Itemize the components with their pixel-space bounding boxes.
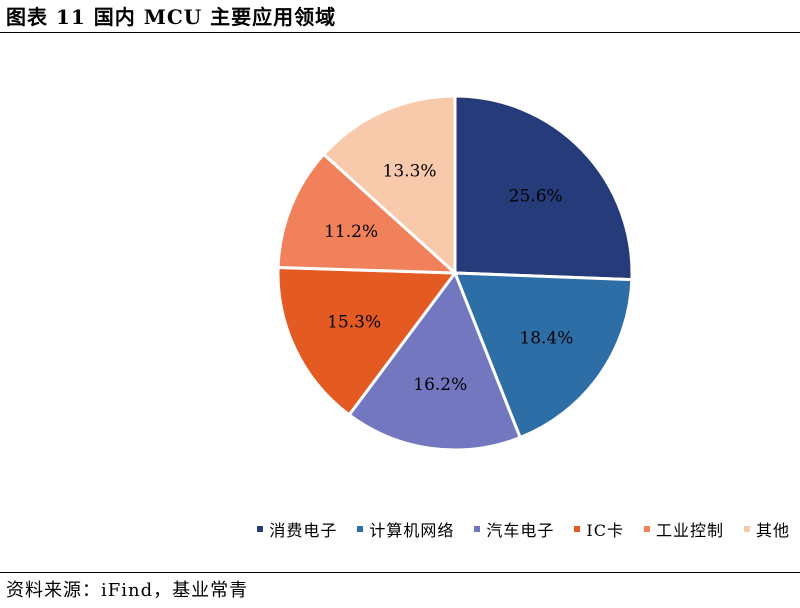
legend-label: 其他 — [755, 521, 790, 540]
figure-title: 图表 11 国内 MCU 主要应用领域 — [6, 5, 337, 29]
legend-item-1: 消费电子 — [257, 517, 337, 541]
legend-swatch — [357, 526, 364, 532]
pie-slice-3 — [347, 269, 523, 452]
legend-swatch — [474, 526, 481, 532]
legend-swatch — [574, 526, 581, 532]
legend-label: 汽车电子 — [486, 521, 555, 540]
legend-item-3: 汽车电子 — [474, 517, 554, 541]
pie-slice-1 — [453, 94, 634, 282]
pie-slice-4 — [276, 265, 458, 417]
pie-slice-5 — [276, 152, 460, 275]
legend-swatch — [643, 526, 650, 532]
legend-label: 消费电子 — [269, 521, 338, 540]
legend-label: 计算机网络 — [369, 521, 455, 540]
legend-item-4: IC卡 — [574, 517, 624, 541]
legend-label: 工业控制 — [655, 521, 724, 540]
source-note: 资料来源：iFind，基业常青 — [6, 580, 249, 601]
legend-swatch — [743, 526, 750, 532]
pie-chart: 25.6% 18.4% 16.2% 15.3% 11.2% 13.3% — [276, 94, 634, 452]
legend-swatch — [257, 526, 264, 532]
chart-legend: 消费电子 计算机网络 汽车电子 IC卡 工业控制 其他 — [257, 517, 790, 541]
slice-data-label-5: 11.2% — [324, 222, 378, 242]
slice-data-label-2: 18.4% — [519, 329, 573, 349]
slice-data-label-6: 13.3% — [383, 162, 437, 182]
slice-data-label-1: 25.6% — [509, 186, 563, 206]
pie-slice-2 — [452, 271, 634, 440]
legend-item-6: 其他 — [743, 517, 790, 541]
top-rule — [0, 32, 800, 33]
slice-data-label-4: 15.3% — [327, 313, 381, 333]
pie-slice-6 — [321, 94, 457, 277]
bottom-rule — [0, 572, 800, 573]
legend-item-5: 工业控制 — [643, 517, 724, 541]
slice-data-label-3: 16.2% — [413, 375, 467, 395]
legend-item-2: 计算机网络 — [357, 517, 454, 541]
legend-label: IC卡 — [586, 521, 624, 540]
